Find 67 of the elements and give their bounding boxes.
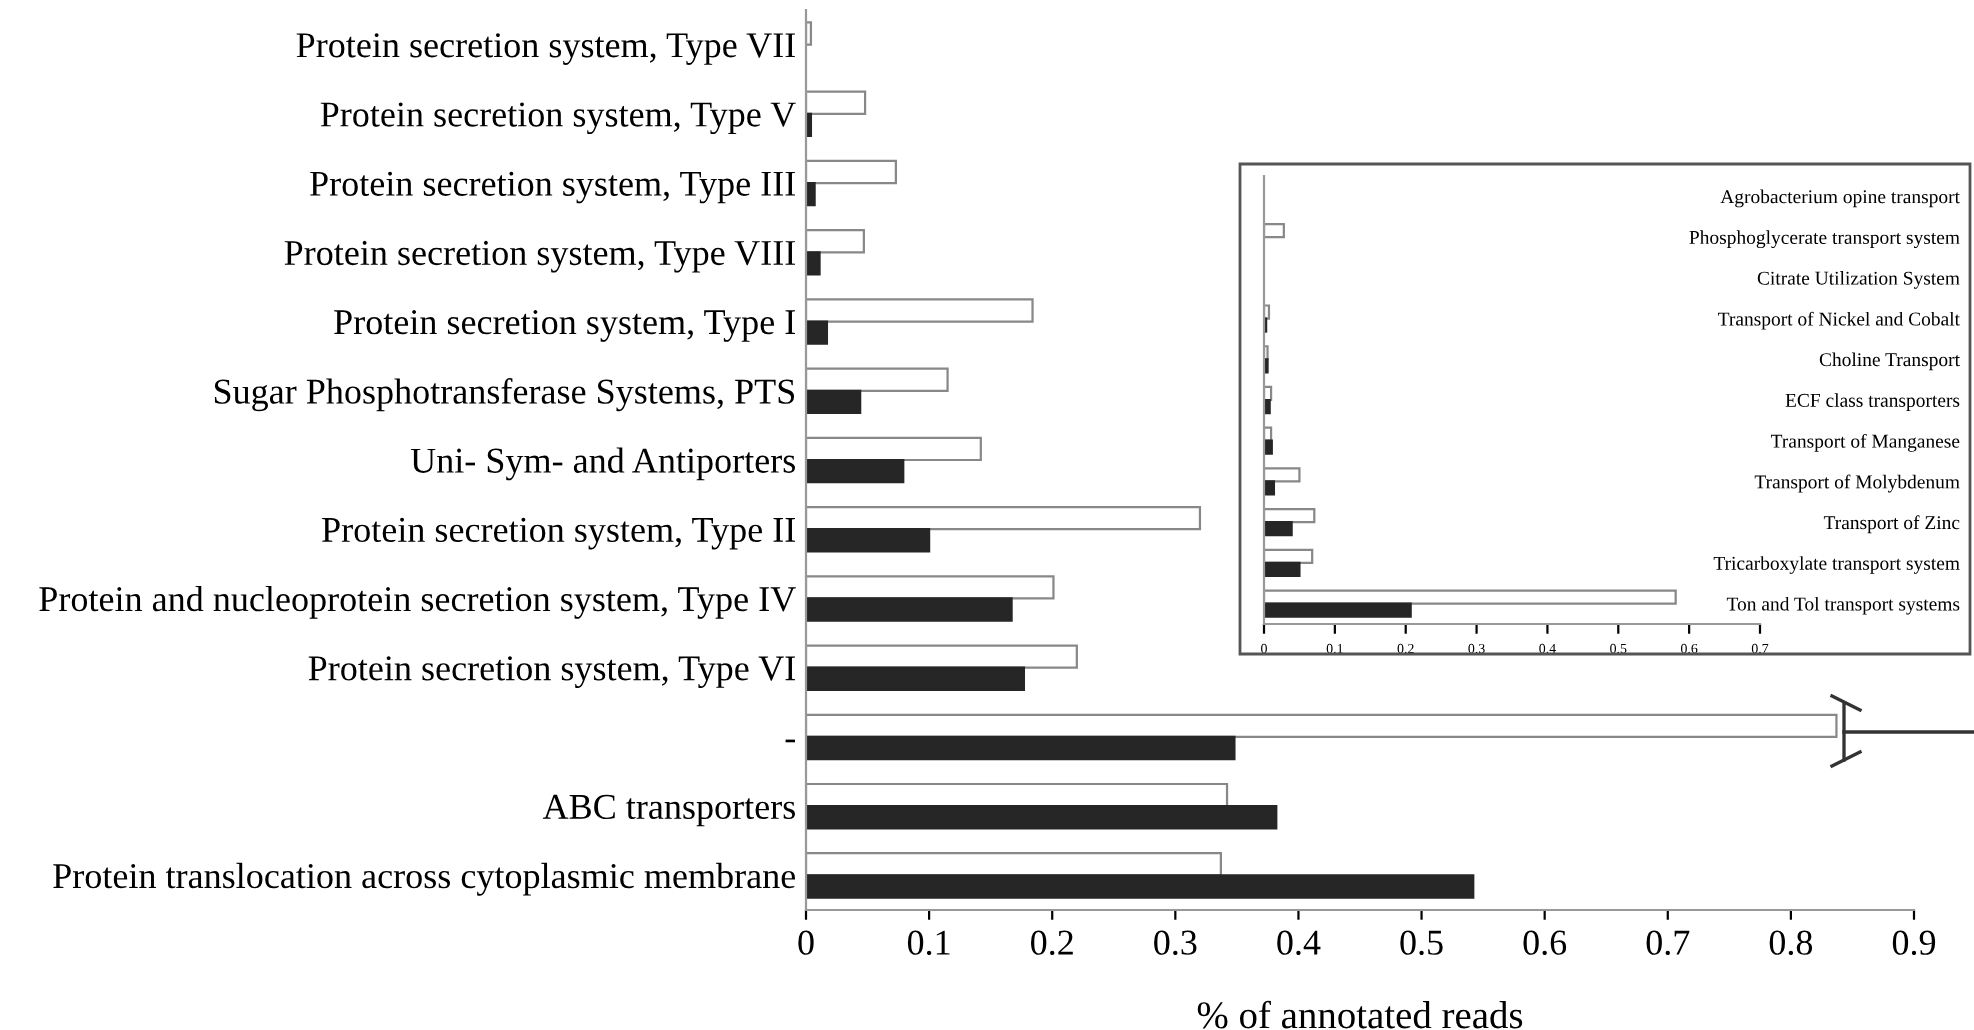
x-tick-label: 0 [798,930,814,955]
y-tick-label: Protein secretion system, Type VIII [284,240,795,273]
y-tick-label: Transport of Zinc [1823,515,1960,534]
bar [1264,480,1276,496]
bar [806,505,1202,531]
bar [806,528,931,553]
bar [806,436,982,462]
y-tick-label: Uni- Sym- and Antiporters [410,447,795,481]
x-tick-label: 0.4 [1277,930,1321,956]
bar [806,458,905,484]
bar [806,575,1055,600]
bar [806,90,867,115]
bar [806,874,1475,899]
y-tick-label: Phosphoglycerate transport system [1689,230,1960,249]
y-tick-label: ABC transporters [542,794,795,827]
y-tick-label: Agrobacterium opine transport [1720,189,1960,208]
x-axis-title: % of annotated reads [1197,1000,1523,1029]
y-tick-label: Transport of Manganese [1770,433,1960,452]
x-tick-label: 0.6 [1523,930,1567,956]
bar [806,644,1078,669]
y-tick-label: Protein translocation across cytoplasmic membrane [53,862,796,896]
bar [1264,561,1301,578]
bar [1264,222,1285,239]
y-tick-label: Citrate Utilization System [1757,271,1960,289]
bar [806,367,949,392]
bar [806,805,1278,830]
bar [806,251,821,276]
y-tick-label: Protein secretion system, Type VI [308,656,795,688]
bar [806,666,1026,691]
bar [1264,439,1273,455]
x-tick-label: 0.3 [1154,930,1197,956]
bar [806,735,1236,761]
y-tick-label: Protein secretion system, Type II [322,517,795,550]
y-tick-label: Sugar Phosphotransferase Systems, PTS [214,378,795,412]
bar [1264,589,1677,605]
bar [806,320,829,345]
y-tick-label: Protein secretion system, Type VII [296,33,795,65]
bar [806,713,1838,739]
x-tick-label: 0.8 [1769,930,1813,956]
bar [806,597,1013,622]
y-tick-label: Choline Transport [1819,352,1960,371]
y-tick-label: Ton and Tol transport systems [1726,596,1960,615]
x-tick-label: 0.9 [1892,930,1936,956]
y-tick-label: ECF class transporters [1785,393,1960,411]
bar [806,181,816,207]
y-tick-label: Transport of Molybdenum [1754,474,1960,493]
y-tick-label: - [785,739,795,743]
bar [1264,602,1412,618]
bar [806,782,1229,808]
x-tick-label: 0.7 [1646,930,1690,956]
y-tick-label: Protein secretion system, Type V [320,102,796,135]
bar [806,389,862,415]
y-tick-label: Tricarboxylate transport system [1713,556,1960,574]
bar [806,852,1222,877]
x-tick-label: 0.2 [1031,930,1073,956]
bar [1264,467,1301,483]
y-tick-label: Protein secretion system, Type III [310,171,795,204]
x-tick-label: 0.1 [907,930,950,956]
bar [806,159,897,185]
bar [806,298,1034,323]
y-tick-label: Protein and nucleoprotein secretion system, Type IV [39,585,796,619]
bar [1264,398,1271,415]
bar [1264,521,1293,537]
y-tick-label: Transport of Nickel and Cobalt [1718,311,1960,330]
x-tick-label: 0.5 [1400,930,1443,956]
y-tick-label: Protein secretion system, Type I [334,310,795,342]
bar [806,229,865,254]
